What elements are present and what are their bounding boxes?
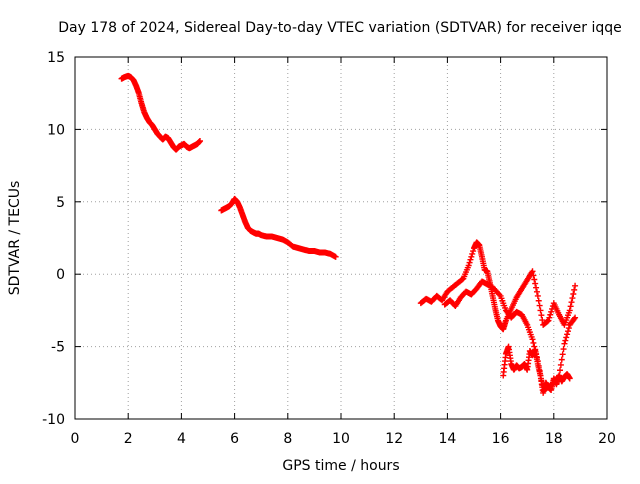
- data-point: [562, 338, 568, 344]
- series-segment-1: [119, 73, 203, 153]
- data-point: [530, 340, 536, 346]
- data-point: [468, 254, 474, 260]
- x-tick-label: 16: [492, 431, 510, 447]
- x-tick-label: 14: [438, 431, 456, 447]
- y-tick-label: 5: [56, 195, 65, 211]
- data-point: [536, 298, 542, 304]
- data-point: [571, 287, 577, 293]
- data-point: [467, 257, 473, 263]
- data-point: [570, 291, 576, 297]
- chart-title: Day 178 of 2024, Sidereal Day-to-day VTE…: [58, 20, 622, 36]
- x-tick-label: 12: [385, 431, 403, 447]
- data-point: [564, 331, 570, 337]
- y-tick-label: 15: [47, 50, 65, 66]
- data-point: [538, 307, 544, 313]
- data-point: [557, 367, 563, 373]
- data-point: [563, 334, 569, 340]
- x-tick-label: 20: [598, 431, 616, 447]
- x-tick-label: 0: [71, 431, 80, 447]
- data-points-layer: [119, 73, 579, 396]
- y-tick-label: 0: [56, 267, 65, 283]
- data-point: [561, 346, 567, 352]
- x-tick-label: 2: [124, 431, 133, 447]
- x-tick-label: 4: [177, 431, 186, 447]
- x-tick-label: 10: [332, 431, 350, 447]
- x-tick-label: 8: [283, 431, 292, 447]
- data-point: [561, 341, 567, 347]
- data-point: [559, 357, 565, 363]
- data-point: [572, 283, 578, 289]
- data-point: [538, 312, 544, 318]
- y-tick-label: -10: [42, 412, 65, 428]
- y-tick-label: -5: [51, 340, 65, 356]
- data-point: [534, 289, 540, 295]
- data-point: [531, 277, 537, 283]
- chart-container: Day 178 of 2024, Sidereal Day-to-day VTE…: [0, 0, 640, 480]
- data-point: [569, 295, 575, 301]
- data-point: [569, 299, 575, 305]
- data-point: [558, 362, 564, 368]
- y-axis-label: SDTVAR / TECUs: [7, 181, 23, 296]
- sdtvar-chart: Day 178 of 2024, Sidereal Day-to-day VTE…: [0, 0, 640, 480]
- y-tick-label: 10: [47, 122, 65, 138]
- x-tick-label: 18: [545, 431, 563, 447]
- series-segment-2: [218, 196, 338, 260]
- data-point: [568, 303, 574, 309]
- data-point: [533, 285, 539, 291]
- x-tick-label: 6: [230, 431, 239, 447]
- data-point: [547, 312, 553, 318]
- x-axis-label: GPS time / hours: [282, 458, 399, 474]
- data-point: [535, 293, 541, 299]
- data-point: [565, 328, 571, 334]
- data-point: [532, 281, 538, 287]
- data-point: [469, 251, 475, 257]
- data-point: [560, 351, 566, 357]
- data-point: [548, 309, 554, 315]
- data-point: [537, 303, 543, 309]
